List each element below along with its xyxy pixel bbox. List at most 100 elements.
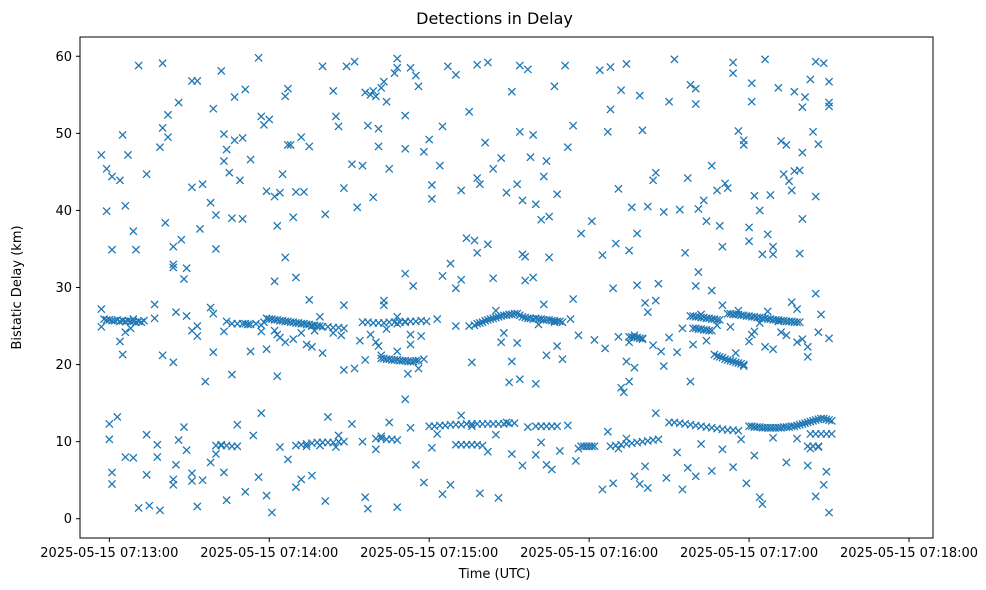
data-point	[827, 429, 836, 439]
data-point	[691, 84, 700, 93]
data-point	[761, 342, 770, 351]
data-point	[792, 421, 802, 430]
data-point	[350, 57, 359, 66]
data-point	[483, 58, 492, 67]
data-point	[731, 358, 740, 367]
data-point	[609, 284, 618, 293]
data-point	[542, 351, 551, 360]
data-point	[606, 105, 615, 114]
data-point	[393, 63, 402, 72]
data-point	[515, 61, 524, 70]
data-point	[334, 122, 343, 131]
data-point	[353, 203, 362, 212]
data-point	[737, 435, 746, 444]
data-point	[211, 210, 221, 220]
data-point	[566, 315, 575, 324]
data-point	[318, 348, 327, 358]
data-point	[553, 190, 562, 199]
data-point	[523, 65, 532, 74]
data-point	[209, 309, 218, 318]
data-point	[174, 436, 183, 445]
data-point	[769, 250, 778, 259]
data-point	[713, 352, 722, 361]
data-point	[355, 336, 364, 345]
data-point	[382, 325, 391, 334]
data-point	[414, 356, 423, 365]
data-point	[427, 194, 436, 203]
data-point	[161, 218, 170, 227]
data-point	[291, 483, 300, 492]
data-point	[824, 508, 834, 517]
data-point	[187, 476, 197, 486]
data-point	[393, 54, 402, 63]
data-point	[121, 453, 130, 462]
data-point	[523, 422, 532, 432]
data-point	[515, 127, 524, 136]
data-point	[198, 476, 207, 485]
data-point	[377, 432, 386, 441]
data-point	[747, 79, 756, 88]
data-point	[539, 172, 548, 181]
data-point	[417, 331, 426, 341]
data-point	[150, 314, 159, 323]
data-point	[803, 461, 812, 470]
data-point	[158, 123, 167, 133]
data-point	[379, 296, 388, 305]
data-point	[718, 445, 727, 454]
data-point	[446, 259, 455, 268]
data-point	[497, 338, 506, 347]
data-point	[451, 284, 460, 293]
data-point	[739, 360, 748, 369]
data-point	[307, 471, 316, 480]
data-point	[675, 205, 684, 214]
data-point	[529, 130, 538, 139]
data-point	[361, 355, 370, 365]
data-point	[342, 62, 351, 71]
x-axis-label: Time (UTC)	[458, 567, 531, 582]
data-point	[297, 133, 306, 142]
data-point	[182, 311, 191, 321]
data-point	[369, 86, 378, 96]
data-point	[489, 274, 498, 283]
data-point	[505, 378, 514, 387]
data-point	[262, 491, 271, 500]
data-point	[755, 206, 764, 215]
data-point	[531, 200, 540, 209]
data-point	[739, 136, 748, 145]
data-point	[798, 148, 807, 157]
data-point	[603, 427, 612, 436]
data-point	[665, 333, 674, 342]
data-point	[225, 168, 234, 177]
data-point	[401, 111, 410, 120]
data-point	[262, 345, 271, 354]
data-point	[491, 313, 500, 322]
data-point	[569, 121, 578, 130]
data-point	[222, 496, 231, 505]
data-point	[169, 260, 178, 269]
data-point	[374, 142, 383, 151]
data-point	[155, 506, 165, 515]
data-point	[729, 58, 738, 67]
data-point	[97, 150, 106, 159]
data-point	[795, 166, 804, 175]
data-point	[339, 437, 348, 446]
data-point	[163, 110, 173, 119]
data-point	[267, 508, 276, 517]
data-point	[729, 357, 738, 366]
data-point	[782, 331, 791, 340]
x-tick-label: 2025-05-15 07:18:00	[840, 546, 978, 561]
data-point	[153, 453, 162, 462]
data-point	[363, 504, 372, 513]
data-point	[539, 300, 548, 309]
data-point	[702, 336, 711, 345]
y-tick-label: 10	[55, 435, 72, 450]
data-point	[206, 198, 215, 207]
data-point	[206, 303, 215, 312]
data-point	[169, 480, 178, 489]
data-point	[457, 411, 466, 420]
data-point	[694, 268, 703, 277]
data-point	[465, 107, 474, 116]
data-point	[249, 431, 258, 440]
data-point	[726, 356, 735, 365]
